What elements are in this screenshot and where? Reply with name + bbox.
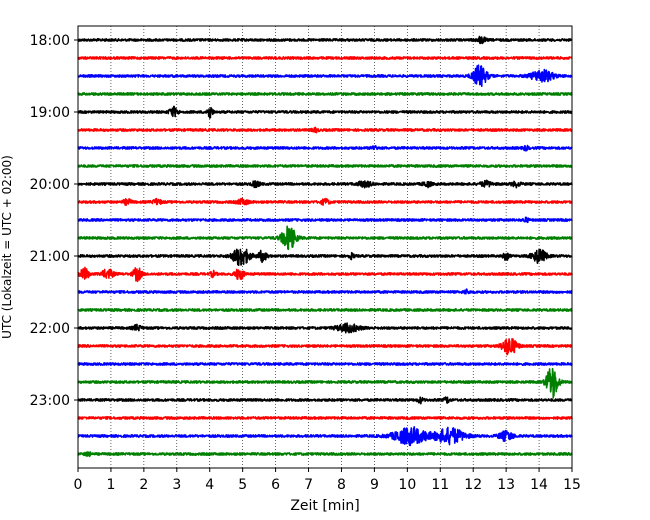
seismogram-trace <box>77 396 573 405</box>
x-tick-label: 5 <box>238 477 247 493</box>
y-tick-label: 19:00 <box>30 105 70 121</box>
x-tick-label: 10 <box>398 477 416 493</box>
seismogram-trace <box>77 92 573 96</box>
x-tick-label: 6 <box>271 477 280 493</box>
x-tick-label: 11 <box>431 477 449 493</box>
x-tick-label: 7 <box>304 477 313 493</box>
y-tick-label: 23:00 <box>30 393 70 409</box>
seismogram-trace <box>77 416 573 420</box>
seismogram-trace <box>77 216 573 224</box>
seismogram-trace <box>77 266 573 283</box>
seismogram-trace <box>77 164 573 168</box>
y-tick-label: 20:00 <box>30 177 70 193</box>
y-axis-ticks: 18:00 19:00 20:00 21:00 22:00 23:00 <box>30 33 78 409</box>
y-tick-label: 22:00 <box>30 321 70 337</box>
seismogram-trace <box>77 105 573 119</box>
x-axis-ticks: 0 1 2 3 4 5 6 7 8 9 10 11 12 13 14 15 <box>74 468 581 493</box>
seismogram-trace <box>77 126 573 134</box>
x-tick-label: 9 <box>370 477 379 493</box>
x-tick-label: 1 <box>106 477 115 493</box>
seismogram-trace <box>77 64 573 88</box>
y-tick-label: 18:00 <box>30 33 70 49</box>
x-tick-label: 15 <box>563 477 581 493</box>
x-tick-label: 4 <box>205 477 214 493</box>
seismogram-trace <box>77 322 573 334</box>
seismogram-traces <box>77 35 573 458</box>
seismogram-trace <box>77 337 573 356</box>
x-tick-label: 13 <box>497 477 515 493</box>
seismogram-trace <box>77 197 573 207</box>
x-tick-label: 14 <box>530 477 548 493</box>
seismogram-trace <box>77 451 573 458</box>
seismogram-trace <box>77 426 573 447</box>
y-tick-label: 21:00 <box>30 249 70 265</box>
seismogram-trace <box>77 35 573 45</box>
seismogram-trace <box>77 308 573 312</box>
y-axis-label: UTC (Lokalzeit = UTC + 02:00) <box>0 155 14 339</box>
x-tick-label: 2 <box>139 477 148 493</box>
seismogram-trace <box>77 288 573 295</box>
seismogram-trace <box>77 179 573 189</box>
seismogram-trace <box>77 248 573 267</box>
x-tick-label: 8 <box>337 477 346 493</box>
seismogram-trace <box>77 362 573 366</box>
x-tick-label: 12 <box>464 477 482 493</box>
x-tick-label: 0 <box>74 477 83 493</box>
seismogram-trace <box>77 144 573 152</box>
x-tick-label: 3 <box>172 477 181 493</box>
x-axis-label: Zeit [min] <box>290 498 359 514</box>
seismogram-trace <box>77 225 573 251</box>
plot-frame <box>77 25 573 469</box>
seismogram-trace <box>77 56 573 60</box>
seismogram-trace <box>77 367 573 399</box>
